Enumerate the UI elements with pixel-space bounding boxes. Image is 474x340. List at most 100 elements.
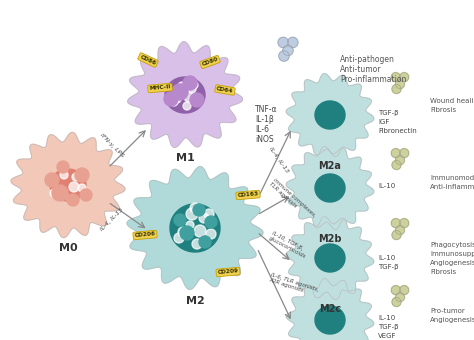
Circle shape [75, 168, 89, 182]
Polygon shape [286, 147, 374, 230]
Text: CD163: CD163 [237, 191, 259, 199]
Circle shape [400, 149, 409, 158]
Circle shape [164, 92, 178, 106]
Text: Phagocytosis: Phagocytosis [430, 242, 474, 248]
Circle shape [190, 203, 200, 213]
Circle shape [193, 204, 205, 216]
Circle shape [391, 219, 401, 228]
Text: TGF-β: TGF-β [378, 110, 399, 116]
Circle shape [78, 184, 86, 192]
Text: Fibrosis: Fibrosis [430, 107, 456, 113]
Circle shape [192, 239, 202, 249]
Circle shape [186, 208, 198, 220]
Circle shape [279, 51, 289, 61]
Circle shape [57, 161, 69, 173]
Circle shape [54, 186, 62, 194]
Polygon shape [127, 167, 263, 289]
Text: Immunosuppression: Immunosuppression [430, 251, 474, 257]
Text: M2c: M2c [319, 304, 341, 314]
Text: CD206: CD206 [134, 232, 156, 238]
Circle shape [72, 173, 80, 181]
Text: IL-4, IL-13: IL-4, IL-13 [100, 207, 125, 233]
Text: IL-10: IL-10 [378, 315, 395, 321]
Text: IL-6, TLR agonists,
A2R agonists: IL-6, TLR agonists, A2R agonists [268, 272, 319, 298]
Circle shape [60, 171, 68, 179]
Circle shape [400, 286, 409, 295]
Circle shape [80, 189, 92, 201]
Text: Fibronectin: Fibronectin [378, 128, 417, 134]
Text: M2b: M2b [318, 234, 342, 244]
Circle shape [172, 84, 188, 100]
Circle shape [392, 231, 401, 240]
Polygon shape [50, 169, 86, 201]
Polygon shape [170, 204, 220, 252]
Polygon shape [165, 77, 205, 113]
Text: Angiogenesis: Angiogenesis [430, 260, 474, 266]
Circle shape [392, 160, 401, 170]
Text: MHC-II: MHC-II [149, 85, 171, 91]
Circle shape [395, 225, 404, 235]
Text: IL-10: IL-10 [378, 183, 395, 189]
Polygon shape [315, 174, 345, 202]
Circle shape [45, 173, 59, 187]
Circle shape [178, 82, 186, 90]
Polygon shape [286, 278, 374, 340]
Polygon shape [11, 132, 125, 238]
Polygon shape [286, 217, 374, 300]
Circle shape [173, 95, 181, 103]
Text: IL-4, IL-13: IL-4, IL-13 [268, 146, 290, 174]
Circle shape [190, 81, 198, 89]
Polygon shape [315, 101, 345, 129]
Text: Immunomodulation: Immunomodulation [430, 175, 474, 181]
Circle shape [67, 195, 75, 203]
Circle shape [392, 84, 401, 94]
Text: IL-10, TGF-β,
glucocorticoids: IL-10, TGF-β, glucocorticoids [268, 231, 310, 259]
Text: M1: M1 [176, 153, 194, 163]
Circle shape [392, 298, 401, 307]
Circle shape [391, 149, 401, 158]
Text: VEGF: VEGF [378, 333, 396, 339]
Circle shape [69, 182, 79, 192]
Circle shape [278, 37, 288, 48]
Text: M0: M0 [59, 243, 77, 253]
Circle shape [395, 155, 404, 165]
Text: Anti-inflammation: Anti-inflammation [430, 184, 474, 190]
Text: Angiogenesis: Angiogenesis [430, 317, 474, 323]
Text: TGF-β: TGF-β [378, 264, 399, 270]
Text: TGF-β: TGF-β [378, 324, 399, 330]
Circle shape [395, 80, 404, 89]
Circle shape [174, 214, 186, 226]
Circle shape [180, 226, 194, 240]
Circle shape [204, 209, 214, 219]
Circle shape [178, 227, 188, 237]
Circle shape [400, 219, 409, 228]
Text: IFN-γ, LPS: IFN-γ, LPS [99, 132, 125, 158]
Text: IL-6: IL-6 [255, 125, 269, 134]
Polygon shape [315, 306, 345, 334]
Text: iNOS: iNOS [255, 135, 273, 144]
Circle shape [391, 72, 401, 82]
Text: CD64: CD64 [216, 86, 234, 94]
Circle shape [50, 189, 58, 197]
Text: IL-1β: IL-1β [255, 115, 274, 124]
Circle shape [183, 102, 191, 110]
Text: CD80: CD80 [201, 57, 219, 67]
Text: CD209: CD209 [217, 269, 239, 275]
Circle shape [395, 292, 404, 302]
Circle shape [193, 94, 201, 102]
Text: Anti-pathogen: Anti-pathogen [340, 55, 395, 64]
Text: CD86: CD86 [139, 54, 157, 66]
Circle shape [183, 76, 197, 90]
Text: Wound healing: Wound healing [430, 98, 474, 104]
Circle shape [205, 216, 217, 228]
Text: IGF: IGF [378, 119, 389, 125]
Text: Pro-inflammation: Pro-inflammation [340, 75, 406, 84]
Circle shape [283, 45, 293, 56]
Polygon shape [315, 244, 345, 272]
Circle shape [188, 85, 196, 93]
Circle shape [170, 98, 178, 106]
Circle shape [67, 194, 79, 206]
Polygon shape [128, 42, 243, 147]
Circle shape [174, 233, 184, 243]
Circle shape [199, 236, 211, 248]
